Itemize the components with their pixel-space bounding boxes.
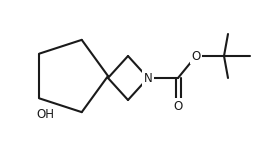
Text: O: O [191, 49, 201, 63]
Text: O: O [173, 100, 183, 112]
Text: N: N [144, 71, 152, 85]
Text: OH: OH [36, 108, 54, 121]
